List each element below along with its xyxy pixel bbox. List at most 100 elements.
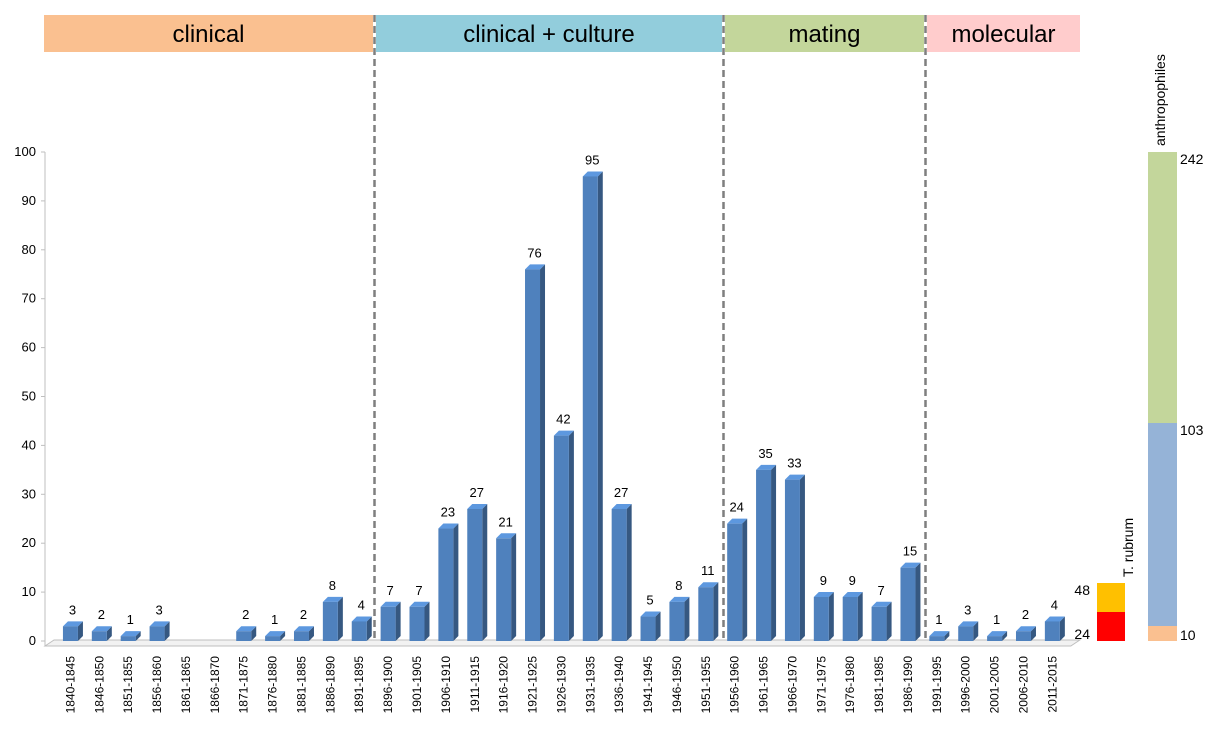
bar-value-label: 23 bbox=[441, 505, 455, 520]
side-bar-segment bbox=[1148, 152, 1177, 423]
x-tick-label: 1840-1845 bbox=[63, 656, 77, 714]
bar-top bbox=[265, 631, 286, 637]
bar-side bbox=[337, 596, 343, 641]
bar-value-label: 21 bbox=[498, 514, 512, 529]
bar-value-label: 7 bbox=[415, 583, 422, 598]
bar bbox=[582, 176, 598, 641]
bar-top bbox=[467, 503, 488, 509]
bar bbox=[958, 626, 974, 641]
x-tick-label: 1876-1880 bbox=[266, 656, 280, 714]
x-tick-label: 2011-2015 bbox=[1045, 656, 1059, 713]
y-tick-label: 50 bbox=[22, 389, 36, 404]
y-tick-label: 0 bbox=[29, 633, 36, 648]
era-bands: clinical clinical + culture mating molecula… bbox=[44, 15, 1080, 52]
bar-side bbox=[453, 523, 459, 641]
bar bbox=[438, 528, 454, 641]
bar-value-label: 4 bbox=[358, 597, 365, 612]
bar-value-label: 24 bbox=[729, 500, 743, 515]
x-tick-label: 1926-1930 bbox=[554, 656, 568, 714]
bar-top bbox=[900, 562, 921, 568]
era-band-label: molecular bbox=[951, 21, 1055, 48]
bar-side bbox=[828, 591, 834, 641]
bar-top bbox=[669, 596, 690, 602]
bar-side bbox=[77, 621, 83, 641]
x-tick-label: 1981-1985 bbox=[872, 656, 886, 714]
bar-side bbox=[540, 264, 546, 641]
bar bbox=[293, 631, 309, 641]
bar-value-label: 95 bbox=[585, 152, 599, 167]
x-tick-label: 1906-1910 bbox=[439, 656, 453, 714]
bar bbox=[467, 508, 483, 641]
bar-value-label: 11 bbox=[701, 563, 715, 578]
x-tick-label: 1971-1975 bbox=[814, 656, 828, 714]
bar-value-label: 1 bbox=[127, 612, 134, 627]
x-tick-label: 1861-1865 bbox=[179, 656, 193, 714]
x-tick-label: 1931-1935 bbox=[583, 656, 597, 714]
bar-value-label: 76 bbox=[527, 245, 541, 260]
x-tick-label: 1866-1870 bbox=[208, 656, 222, 714]
bar-side bbox=[973, 621, 979, 641]
bar-top bbox=[149, 621, 170, 627]
x-tick-label: 1986-1990 bbox=[901, 656, 915, 714]
bar-value-label: 5 bbox=[646, 593, 653, 608]
bar-value-label: 8 bbox=[329, 578, 336, 593]
bar-top bbox=[958, 621, 979, 627]
x-tick-label: 1881-1885 bbox=[294, 656, 308, 714]
bar-value-label: 4 bbox=[1051, 597, 1058, 612]
bar-side bbox=[742, 518, 748, 641]
bar-side bbox=[366, 616, 372, 641]
bar bbox=[120, 636, 136, 641]
side-bar-value-label: 24 bbox=[1074, 626, 1090, 642]
bar-top bbox=[756, 464, 777, 470]
bar-top bbox=[1044, 616, 1065, 622]
era-band bbox=[725, 15, 924, 52]
bar bbox=[265, 636, 281, 641]
x-tick-label: 1896-1900 bbox=[381, 656, 395, 714]
bar-side bbox=[1030, 626, 1036, 641]
x-tick-label: 1846-1850 bbox=[92, 656, 106, 714]
side-bar-value-label: 10 bbox=[1180, 627, 1196, 643]
era-band bbox=[376, 15, 722, 52]
bar bbox=[727, 523, 743, 641]
bar-value-label: 33 bbox=[787, 456, 801, 471]
bar bbox=[987, 636, 1003, 641]
x-tick-label: 1946-1950 bbox=[670, 656, 684, 714]
bar-side bbox=[915, 562, 921, 641]
bar-top bbox=[351, 616, 372, 622]
bar bbox=[496, 538, 512, 641]
x-tick-label: 1856-1860 bbox=[150, 656, 164, 714]
y-tick-label: 60 bbox=[22, 340, 36, 355]
x-tick-label: 1936-1940 bbox=[612, 656, 626, 714]
bar-value-label: 1 bbox=[935, 612, 942, 627]
x-tick-label: 1916-1920 bbox=[497, 656, 511, 714]
bar-side bbox=[482, 503, 488, 641]
bar bbox=[756, 469, 772, 641]
bar-top bbox=[525, 264, 546, 270]
bar bbox=[322, 601, 338, 641]
bar-side bbox=[886, 601, 892, 641]
era-band bbox=[927, 15, 1080, 52]
y-tick-label: 10 bbox=[22, 584, 36, 599]
bar bbox=[698, 587, 714, 641]
bar-top bbox=[120, 631, 141, 637]
bar bbox=[1044, 621, 1060, 641]
bar-side bbox=[684, 596, 690, 641]
bar-value-label: 15 bbox=[903, 544, 917, 559]
bar-top bbox=[698, 582, 719, 588]
era-band bbox=[44, 15, 373, 52]
x-tick-label: 2006-2010 bbox=[1016, 656, 1030, 714]
x-tick-label: 2001-2005 bbox=[988, 656, 1002, 714]
bar-value-label: 2 bbox=[1022, 607, 1029, 622]
bar-value-label: 7 bbox=[387, 583, 394, 598]
bar bbox=[1015, 631, 1031, 641]
bar bbox=[900, 567, 916, 641]
bar-value-label: 2 bbox=[300, 607, 307, 622]
bar-side bbox=[771, 464, 777, 641]
side-bars: 24 48 T. rubrum 10 103 242 anthropophiles bbox=[1074, 54, 1203, 643]
bar-side bbox=[308, 626, 314, 641]
bar-top bbox=[553, 430, 574, 436]
bar bbox=[236, 631, 252, 641]
bar bbox=[149, 626, 165, 641]
y-axis: 0 10 20 30 40 50 60 70 80 90 100 bbox=[14, 144, 46, 648]
